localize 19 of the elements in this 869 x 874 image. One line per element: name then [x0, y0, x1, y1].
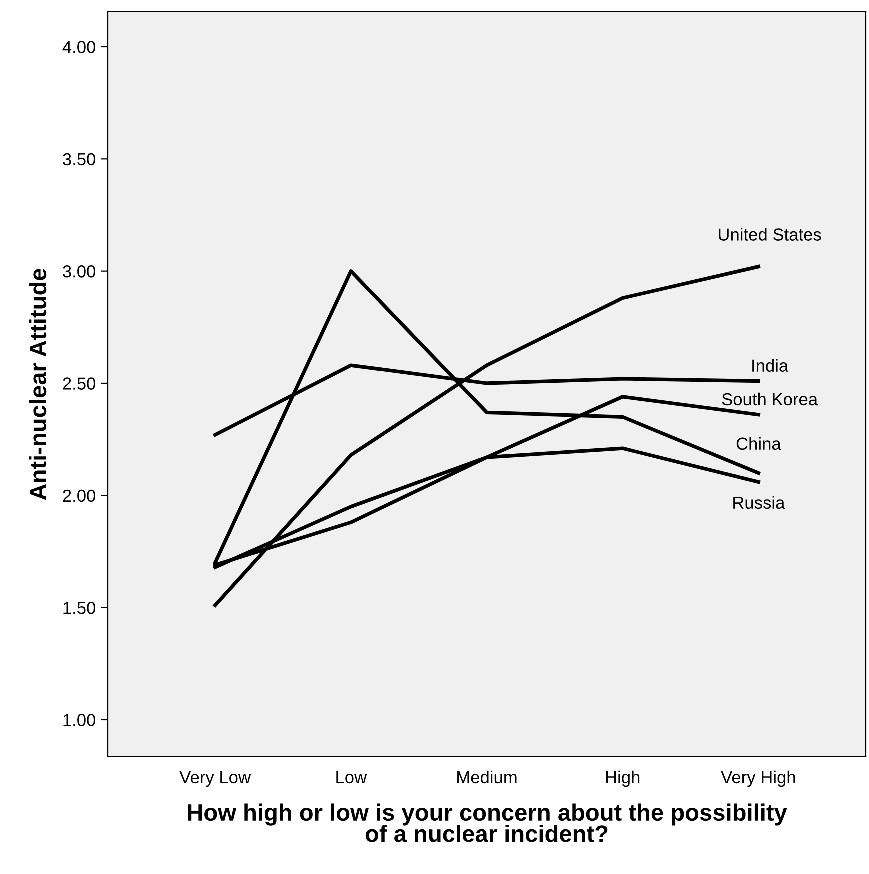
y-tick-label: 2.50 [63, 378, 96, 390]
x-tick-label: Medium [458, 770, 517, 784]
x-axis-title: How high or low is your concern about the possibility of a nuclear incident? [188, 804, 788, 842]
x-tick-label: High [606, 770, 640, 788]
x-tick-label: Low [336, 772, 368, 784]
y-tick-label: 3.50 [63, 153, 96, 166]
y-tick-label: 4.00 [62, 41, 96, 54]
y-tick-label: 1.00 [64, 714, 96, 726]
series-label: United States [719, 228, 822, 241]
x-tick-label: Very High [721, 770, 796, 788]
y-tick-label: 2.00 [63, 490, 96, 502]
x-tick-label: Very Low [180, 772, 252, 788]
y-axis-title: Anti-nuclear Attitude [29, 269, 47, 500]
series-label: South Korea [722, 392, 818, 406]
y-tick-label: 1.50 [64, 602, 96, 614]
series-label: Russia [734, 496, 786, 510]
series-label: China [736, 437, 782, 450]
y-tick-label: 3.00 [63, 265, 96, 278]
series-label: India [752, 359, 789, 372]
